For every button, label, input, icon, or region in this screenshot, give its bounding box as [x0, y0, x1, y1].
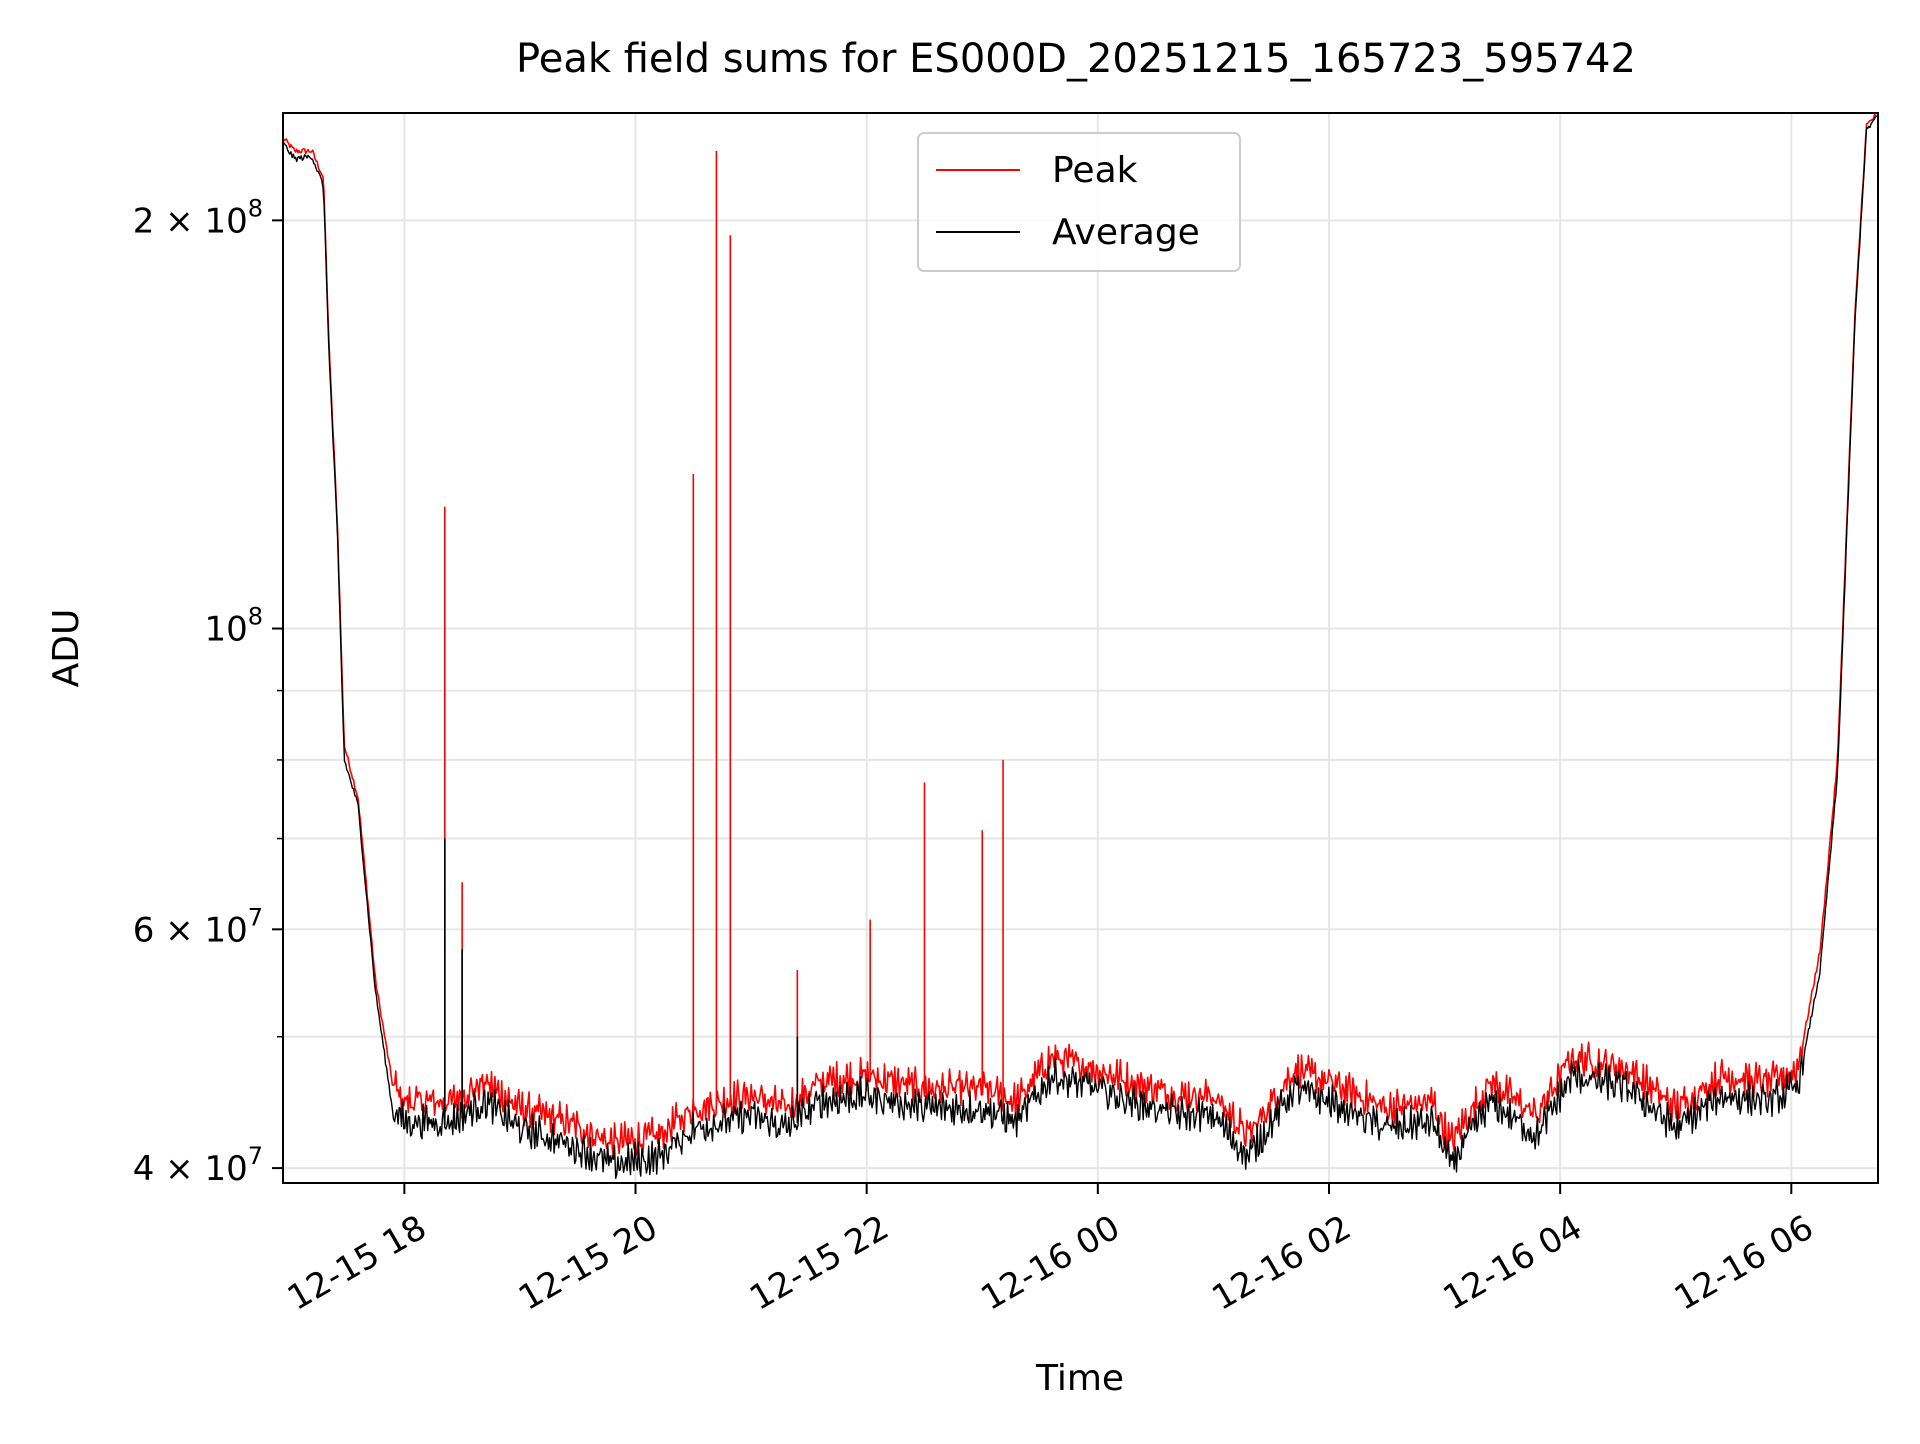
y-tick-label-exponent: 7 — [248, 1142, 263, 1170]
legend-label-average: Average — [1052, 212, 1200, 253]
y-tick-label-exponent: 7 — [248, 903, 263, 931]
series-line-average — [282, 114, 1879, 1179]
legend-label-peak: Peak — [1052, 150, 1138, 191]
y-tick-label-base: 2 × 10 — [133, 201, 248, 241]
y-tick-label-base: 10 — [204, 610, 247, 650]
legend-box — [917, 132, 1241, 272]
legend: Peak Average — [917, 132, 1241, 272]
series-average — [282, 114, 1879, 1179]
series-layer — [282, 112, 1879, 1179]
y-axis-label: ADU — [46, 609, 87, 688]
y-tick-label: 108 — [204, 603, 263, 650]
y-tick-label-base: 6 × 10 — [133, 910, 248, 950]
y-tick-label: 4 × 107 — [133, 1142, 263, 1189]
y-tick-label: 6 × 107 — [133, 903, 263, 950]
plot-area-frame — [282, 112, 1879, 1184]
series-peak — [282, 112, 1878, 1160]
x-axis-label: Time — [1035, 1358, 1124, 1399]
y-tick-label-exponent: 8 — [248, 603, 263, 631]
chart-title: Peak field sums for ES000D_20251215_1657… — [516, 36, 1636, 82]
y-tick-label-exponent: 8 — [248, 194, 263, 222]
y-tick-label-base: 4 × 10 — [133, 1149, 248, 1189]
y-tick-label: 2 × 108 — [133, 194, 263, 241]
